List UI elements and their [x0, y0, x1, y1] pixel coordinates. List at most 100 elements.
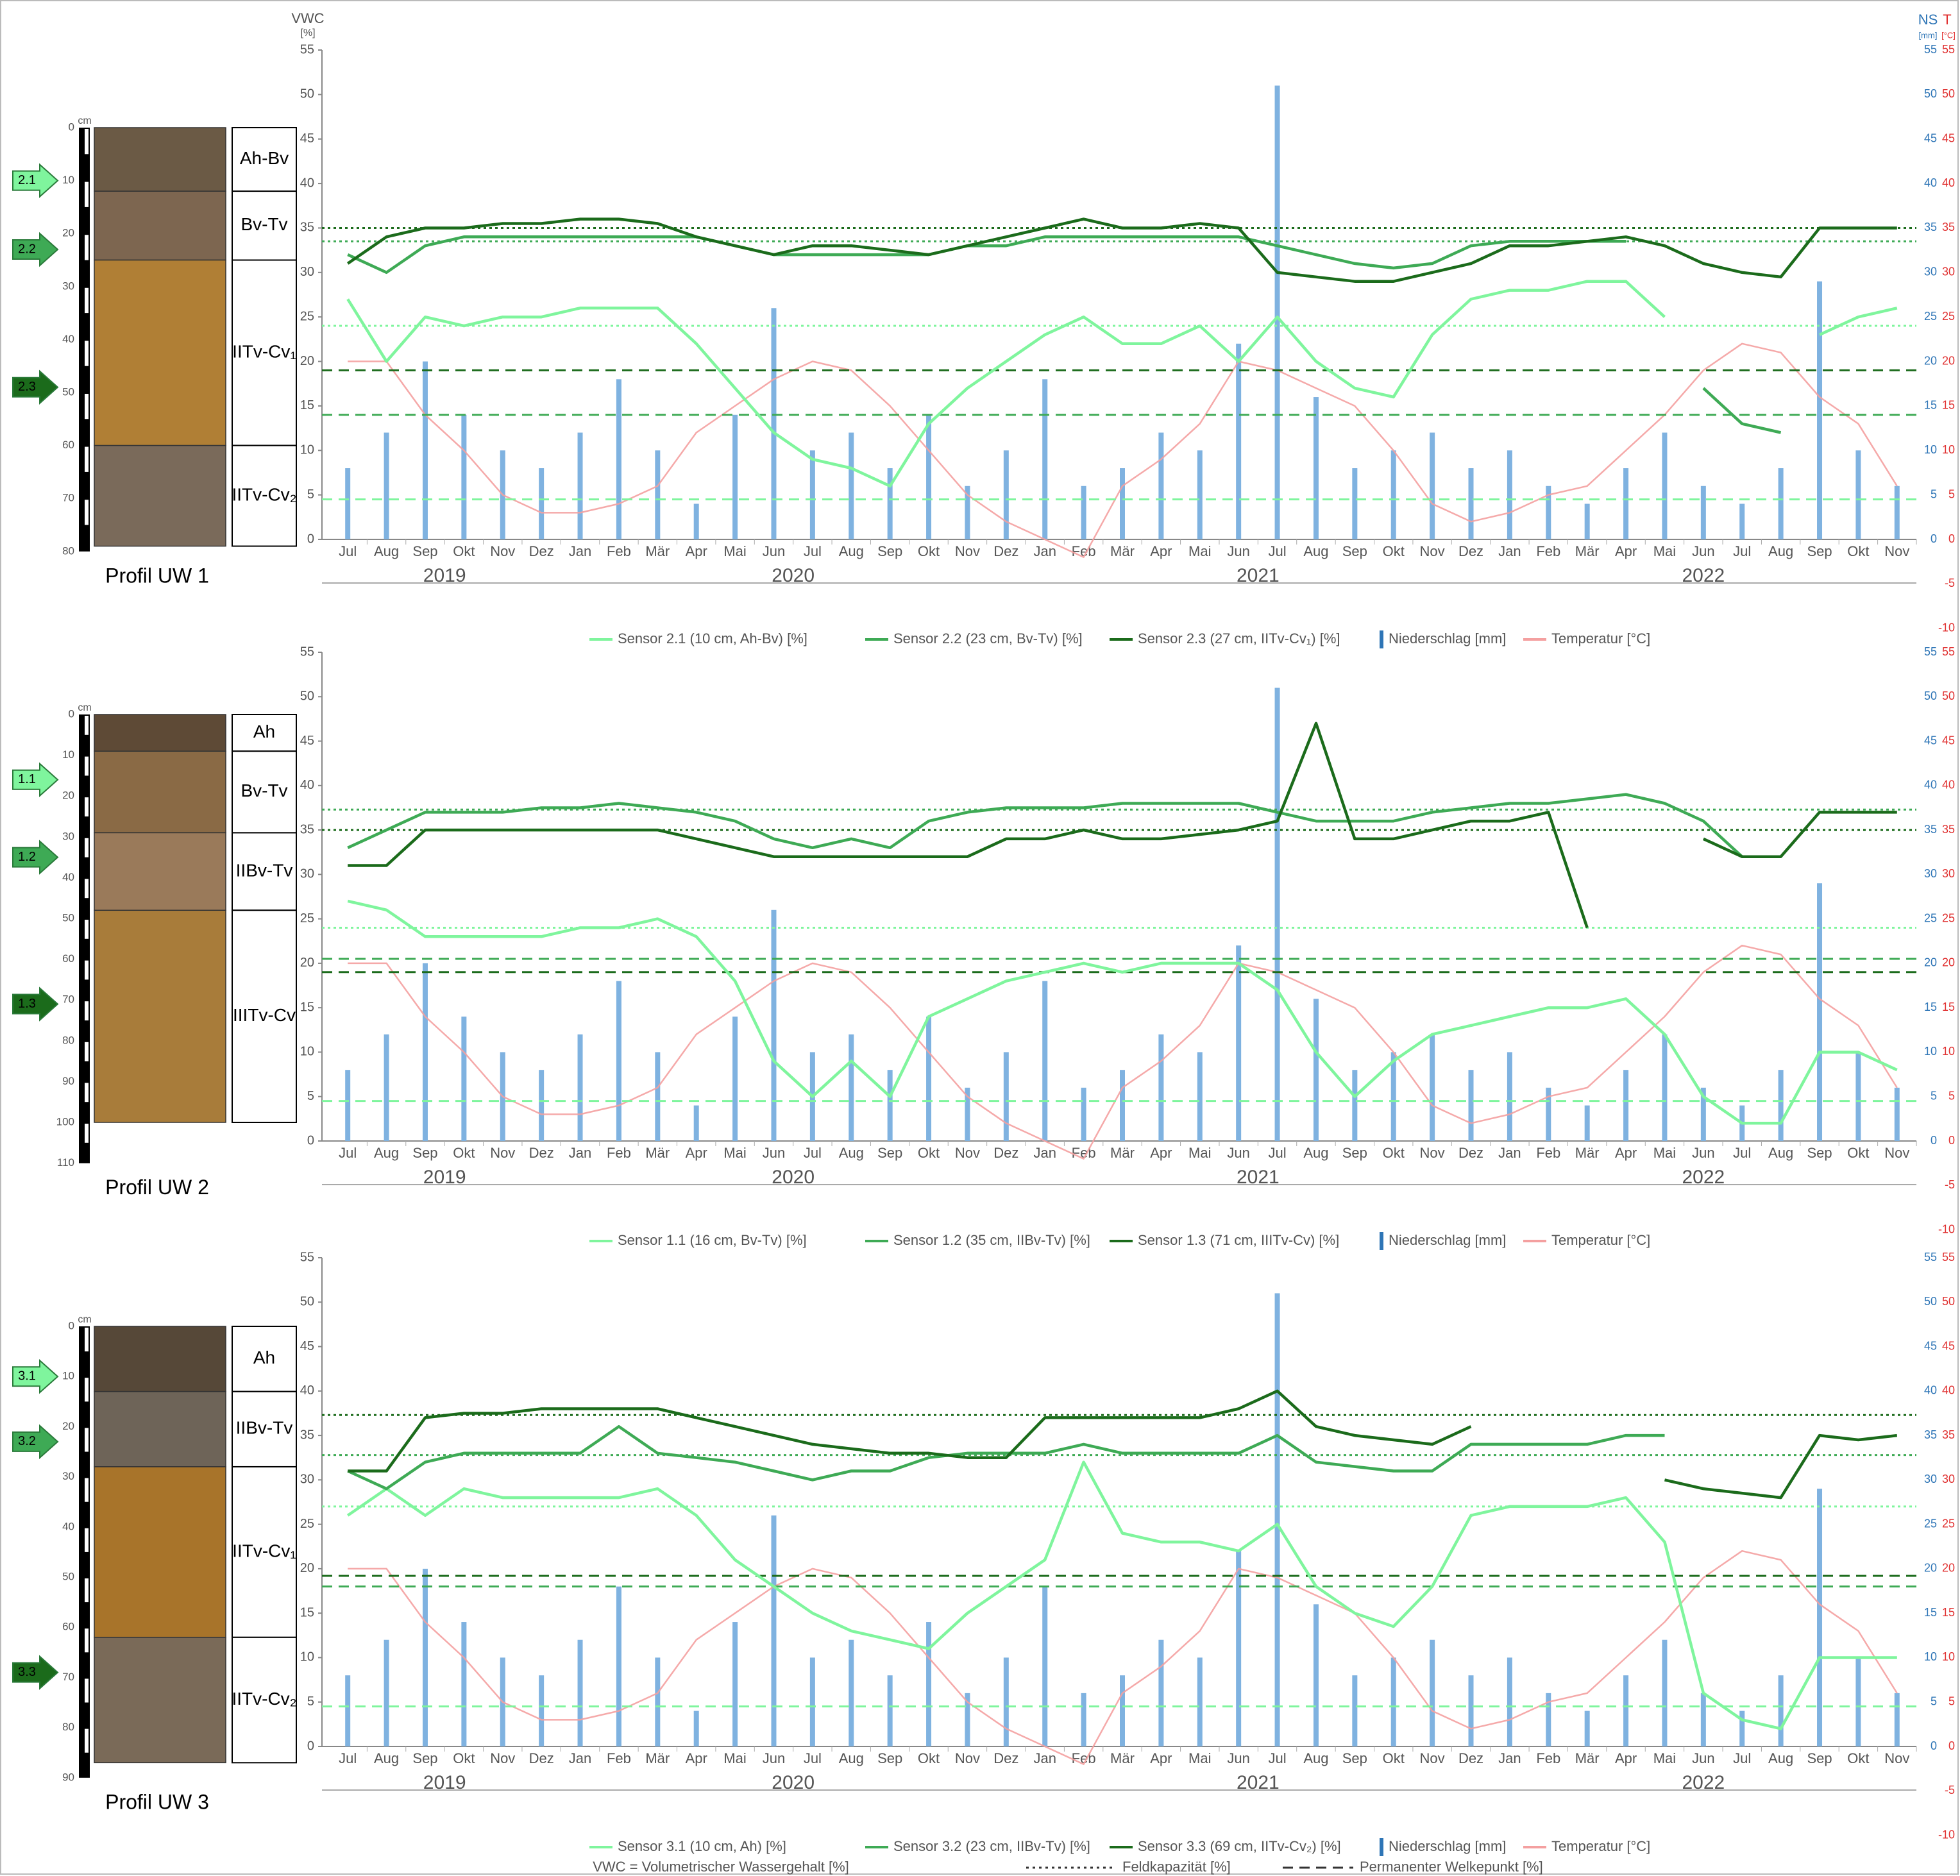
x-tick-label: Aug [1303, 1145, 1328, 1161]
precip-bar [384, 432, 389, 539]
y3-tick-label: 15 [1942, 1606, 1955, 1619]
y-tick-label: 5 [307, 487, 314, 502]
x-tick-label: Nov [955, 543, 980, 559]
x-tick-label: Jul [804, 1750, 822, 1766]
x-tick-label: Aug [839, 1145, 864, 1161]
horizon-label: Ah [253, 1348, 275, 1367]
horizon-box [232, 127, 297, 192]
series-line [346, 1460, 1897, 1730]
x-tick-label: Dez [529, 1750, 554, 1766]
y3-tick-label: -5 [1945, 1178, 1955, 1191]
precip-bar [1894, 486, 1900, 539]
x-tick-label: Nov [1884, 1145, 1909, 1161]
year-label: 2021 [1237, 565, 1280, 586]
y3-tick-label: 35 [1942, 221, 1955, 233]
depth-unit: cm [78, 1314, 91, 1325]
y-tick-label: 0 [307, 1133, 314, 1147]
x-tick-label: Okt [1383, 1750, 1405, 1766]
precip-bar [655, 1657, 661, 1746]
y3-tick-label: 20 [1942, 1562, 1955, 1575]
precip-bar [965, 1087, 970, 1141]
precip-bar [1623, 1675, 1629, 1746]
y-tick-label: 40 [300, 778, 314, 792]
x-tick-label: Nov [490, 1750, 515, 1766]
y-tick-label: 55 [300, 645, 314, 659]
x-tick-label: Aug [1303, 543, 1328, 559]
depth-tick-label: 50 [62, 385, 74, 398]
y3-tick-label: 40 [1942, 1384, 1955, 1397]
x-tick-label: Mai [723, 543, 746, 559]
x-tick-label: Mai [1653, 1750, 1676, 1766]
y-tick-label: 45 [300, 1339, 314, 1353]
x-tick-label: Okt [1847, 1750, 1869, 1766]
precip-bar [1817, 281, 1823, 539]
precip-bar [849, 1034, 854, 1141]
x-tick-label: Mai [1653, 543, 1676, 559]
precip-bar [1700, 1087, 1706, 1141]
depth-tick-label: 110 [57, 1156, 74, 1169]
x-tick-label: Nov [955, 1750, 980, 1766]
y3-tick-label: 40 [1942, 779, 1955, 791]
x-tick-label: Mai [1653, 1145, 1676, 1161]
x-tick-label: Jun [1227, 543, 1249, 559]
x-tick-label: Nov [1420, 1750, 1445, 1766]
y2-tick-label: 55 [1924, 43, 1937, 56]
precip-bar [1313, 1604, 1319, 1746]
precip-bar [1274, 688, 1280, 1141]
y3-tick-label: 10 [1942, 1650, 1955, 1663]
y-label: VWC [291, 10, 324, 26]
y3-tick-label: 5 [1948, 1694, 1955, 1707]
x-tick-label: Jan [1033, 1145, 1056, 1161]
precip-bar [616, 981, 621, 1141]
year-label: 2020 [772, 565, 815, 586]
x-tick-label: Mai [1188, 1145, 1211, 1161]
x-tick-label: Dez [529, 1145, 554, 1161]
y-tick-label: 55 [300, 1250, 314, 1264]
y-tick-label: 25 [300, 911, 314, 925]
sensor-label: 1.1 [18, 772, 36, 786]
depth-bar-segment [85, 879, 89, 899]
x-tick-label: Apr [1615, 543, 1637, 559]
x-tick-label: Jul [804, 543, 822, 559]
precip-bar [345, 468, 351, 539]
y2-tick-label: 20 [1924, 956, 1937, 969]
x-tick-label: Sep [1807, 1145, 1832, 1161]
x-tick-label: Sep [412, 543, 437, 559]
year-label: 2019 [423, 1167, 466, 1188]
x-tick-label: Okt [453, 1750, 475, 1766]
precip-bar [1430, 1639, 1435, 1746]
precip-bar [732, 1017, 738, 1141]
sensor-label: 3.1 [18, 1369, 36, 1383]
y2-tick-label: 50 [1924, 1295, 1937, 1308]
depth-tick-label: 60 [62, 1621, 74, 1633]
precip-bar [1855, 1052, 1861, 1141]
precip-bar [1584, 1105, 1590, 1141]
precip-bar [1390, 1052, 1396, 1141]
y3-tick-label: 15 [1942, 1001, 1955, 1013]
legend-label: Niederschlag [mm] [1389, 1838, 1506, 1854]
y-tick-label: 0 [307, 532, 314, 546]
x-tick-label: Jul [1733, 543, 1751, 559]
x-tick-label: Mär [1575, 1750, 1600, 1766]
x-tick-label: Nov [1884, 543, 1909, 559]
depth-tick-label: 80 [62, 545, 74, 557]
precip-bar [1546, 486, 1551, 539]
x-tick-label: Jan [569, 543, 591, 559]
precip-bar [422, 361, 428, 539]
x-tick-label: Nov [955, 1145, 980, 1161]
x-tick-label: Jan [1033, 543, 1056, 559]
y3-tick-label: 0 [1948, 1739, 1955, 1752]
y3-tick-label: 55 [1942, 645, 1955, 658]
depth-bar-segment [85, 129, 89, 155]
y2-tick-label: 30 [1924, 867, 1937, 880]
year-label: 2022 [1682, 1772, 1725, 1793]
y-tick-label: 15 [300, 398, 314, 412]
x-tick-label: Jun [1692, 1750, 1714, 1766]
depth-bar-segment [85, 1042, 89, 1061]
x-tick-label: Feb [1536, 1145, 1560, 1161]
soil-horizon [94, 444, 226, 547]
y-tick-label: 55 [300, 42, 314, 56]
y3-tick-label: 30 [1942, 1473, 1955, 1485]
sensor-label: 2.3 [18, 380, 36, 394]
precip-bar [849, 432, 854, 539]
